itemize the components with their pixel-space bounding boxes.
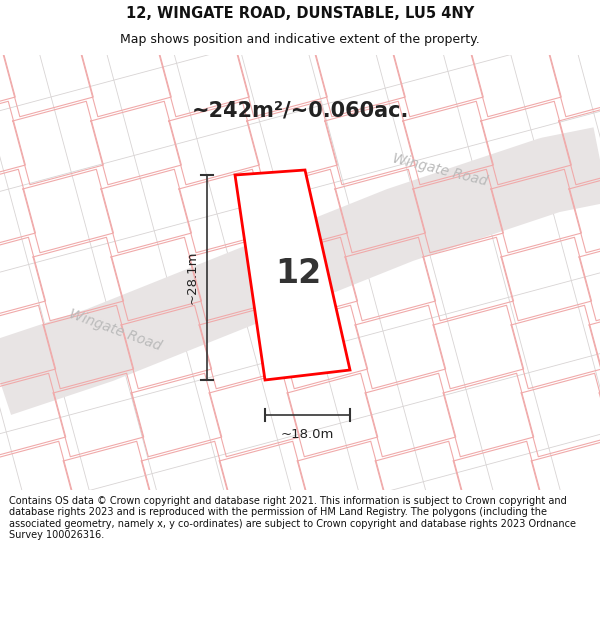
- Text: ~18.0m: ~18.0m: [281, 429, 334, 441]
- Text: ~28.1m: ~28.1m: [185, 251, 199, 304]
- Text: Wingate Road: Wingate Road: [391, 151, 489, 189]
- Text: 12: 12: [275, 258, 322, 290]
- Text: Contains OS data © Crown copyright and database right 2021. This information is : Contains OS data © Crown copyright and d…: [9, 496, 576, 541]
- Text: ~242m²/~0.060ac.: ~242m²/~0.060ac.: [191, 100, 409, 120]
- Polygon shape: [235, 170, 350, 380]
- Text: Map shows position and indicative extent of the property.: Map shows position and indicative extent…: [120, 33, 480, 46]
- Text: 12, WINGATE ROAD, DUNSTABLE, LU5 4NY: 12, WINGATE ROAD, DUNSTABLE, LU5 4NY: [126, 6, 474, 21]
- Text: Wingate Road: Wingate Road: [67, 307, 163, 353]
